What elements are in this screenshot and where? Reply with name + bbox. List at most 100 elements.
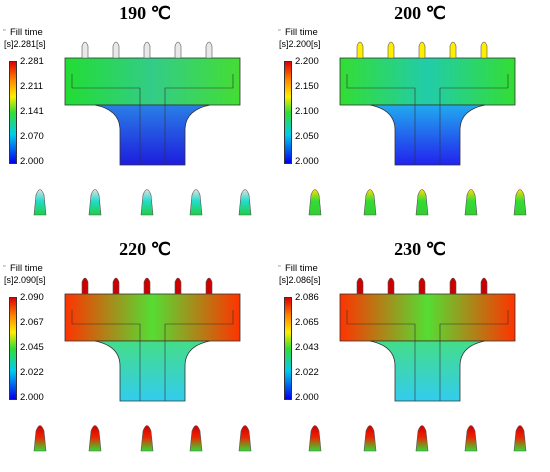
color-scale-bar	[284, 61, 292, 164]
legend-tick: 2.022	[295, 367, 319, 378]
gate-part-1	[308, 425, 322, 452]
legend-icon: ▫	[3, 26, 6, 34]
fill-time-legend: ▫ Fill time [s]2.090[s] 2.090 2.067 2.04…	[0, 236, 80, 411]
nozzle-4	[174, 277, 182, 295]
legend-tick: 2.000	[20, 156, 44, 167]
color-scale-bar	[9, 297, 17, 400]
legend-tick: 2.067	[20, 317, 44, 328]
legend-max-label: [s]2.200[s]	[279, 39, 321, 49]
gate-part-2	[363, 189, 377, 216]
mold-fill-plot	[308, 41, 527, 216]
mold-top-bar	[64, 57, 241, 106]
nozzle-1	[356, 277, 364, 295]
nozzle-3	[418, 41, 426, 59]
gate-part-2	[88, 425, 102, 452]
panel-200: 200 ℃ ▫ Fill time [s]2.200[s] 2.200 2.15…	[275, 0, 550, 236]
legend-tick: 2.000	[20, 392, 44, 403]
mold-fill-plot	[33, 277, 252, 452]
nozzle-5	[205, 277, 213, 295]
legend-tick: 2.000	[295, 392, 319, 403]
legend-tick: 2.022	[20, 367, 44, 378]
mold-fill-plot	[33, 41, 252, 216]
nozzle-1	[356, 41, 364, 59]
legend-icon: ▫	[278, 262, 281, 270]
legend-tick: 2.070	[20, 131, 44, 142]
legend-tick: 2.086	[295, 292, 319, 303]
gate-part-4	[464, 189, 478, 216]
runner-outline	[346, 310, 509, 401]
panel-230: 230 ℃ ▫ Fill time [s]2.086[s] 2.086 2.06…	[275, 236, 550, 472]
legend-tick: 2.090	[20, 292, 44, 303]
nozzle-3	[143, 41, 151, 59]
legend-icon: ▫	[3, 262, 6, 270]
gate-part-2	[88, 189, 102, 216]
legend-max-label: [s]2.090[s]	[4, 275, 46, 285]
panel-title: 190 ℃	[119, 3, 171, 23]
legend-tick: 2.045	[20, 342, 44, 353]
panel-title: 220 ℃	[119, 239, 171, 259]
gate-part-2	[363, 425, 377, 452]
legend-tick: 2.200	[295, 56, 319, 67]
nozzle-3	[143, 277, 151, 295]
gate-part-5	[513, 425, 527, 452]
mold-stem	[94, 340, 211, 402]
mold-stem	[94, 104, 211, 166]
nozzle-2	[112, 277, 120, 295]
runner-outline	[346, 74, 509, 165]
mold-top-bar	[64, 293, 241, 342]
gate-part-1	[308, 189, 322, 216]
nozzle-5	[205, 41, 213, 59]
legend-tick: 2.065	[295, 317, 319, 328]
nozzle-2	[387, 277, 395, 295]
panel-190: 190 ℃ ▫ Fill time [s]2.281[s] 2.281 2.21…	[0, 0, 275, 236]
panel-title: 200 ℃	[394, 3, 446, 23]
legend-max-label: [s]2.086[s]	[279, 275, 321, 285]
nozzle-5	[480, 41, 488, 59]
color-scale-bar	[9, 61, 17, 164]
gate-part-4	[464, 425, 478, 452]
nozzle-1	[81, 277, 89, 295]
runner-outline	[71, 74, 234, 165]
nozzle-3	[418, 277, 426, 295]
legend-tick: 2.100	[295, 106, 319, 117]
runner-outline	[71, 310, 234, 401]
mold-fill-plot	[308, 277, 527, 452]
gate-part-3	[140, 189, 154, 216]
gate-part-1	[33, 425, 47, 452]
gate-part-3	[140, 425, 154, 452]
legend-tick: 2.000	[295, 156, 319, 167]
nozzle-5	[480, 277, 488, 295]
legend-tick: 2.281	[20, 56, 44, 67]
panel-title: 230 ℃	[394, 239, 446, 259]
mold-top-bar	[339, 293, 516, 342]
gate-part-4	[189, 189, 203, 216]
gate-part-5	[238, 425, 252, 452]
gate-part-5	[513, 189, 527, 216]
panel-220: 220 ℃ ▫ Fill time [s]2.090[s] 2.090 2.06…	[0, 236, 275, 472]
nozzle-2	[112, 41, 120, 59]
legend-tick: 2.141	[20, 106, 44, 117]
gate-part-3	[415, 189, 429, 216]
color-scale-bar	[284, 297, 292, 400]
legend-title: Fill time	[285, 27, 318, 38]
nozzle-4	[174, 41, 182, 59]
nozzle-4	[449, 277, 457, 295]
legend-max-label: [s]2.281[s]	[4, 39, 46, 49]
nozzle-4	[449, 41, 457, 59]
legend-icon: ▫	[278, 26, 281, 34]
legend-tick: 2.150	[295, 81, 319, 92]
gate-part-1	[33, 189, 47, 216]
nozzle-1	[81, 41, 89, 59]
mold-stem	[369, 340, 486, 402]
legend-title: Fill time	[285, 263, 318, 274]
nozzle-2	[387, 41, 395, 59]
fill-time-legend: ▫ Fill time [s]2.200[s] 2.200 2.150 2.10…	[275, 0, 355, 175]
gate-part-3	[415, 425, 429, 452]
legend-tick: 2.043	[295, 342, 319, 353]
gate-part-5	[238, 189, 252, 216]
legend-title: Fill time	[10, 263, 43, 274]
legend-tick: 2.050	[295, 131, 319, 142]
fill-time-legend: ▫ Fill time [s]2.281[s] 2.281 2.211 2.14…	[0, 0, 80, 175]
gate-part-4	[189, 425, 203, 452]
